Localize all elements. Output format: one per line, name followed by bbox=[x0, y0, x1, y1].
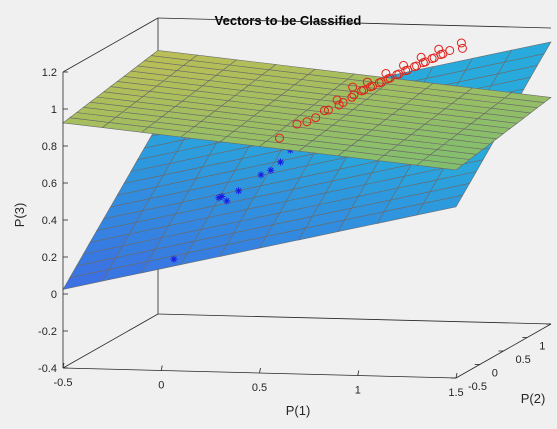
chart-title: Vectors to be Classified bbox=[215, 13, 362, 28]
z-tick-label: 0.4 bbox=[42, 215, 57, 227]
z-tick-label: 1 bbox=[51, 104, 57, 116]
data-point-star bbox=[235, 187, 242, 194]
y-axis-label: P(2) bbox=[521, 391, 546, 406]
z-tick-label: 0.2 bbox=[42, 252, 57, 264]
z-tick-label: 1.2 bbox=[42, 67, 57, 79]
z-tick-label: 0.8 bbox=[42, 141, 57, 153]
z-tick-label: -0.2 bbox=[38, 326, 57, 338]
x-tick-label: 0 bbox=[158, 380, 164, 392]
y-axis-ticks: -0.500.511.5 bbox=[451, 324, 557, 393]
data-point-circle bbox=[435, 45, 443, 53]
data-point-star bbox=[223, 197, 230, 204]
data-point-star bbox=[267, 167, 274, 174]
x-tick-mark bbox=[358, 371, 359, 376]
x-tick-mark bbox=[161, 366, 162, 371]
box-edge-back bbox=[158, 314, 551, 324]
x-tick-label: -0.5 bbox=[54, 377, 73, 389]
x-axis-label: P(1) bbox=[286, 403, 311, 418]
x-tick-label: 0.5 bbox=[252, 382, 267, 394]
z-tick-label: 0 bbox=[51, 289, 57, 301]
y-tick-label: 1 bbox=[539, 341, 545, 353]
z-axis-label: P(3) bbox=[12, 203, 27, 228]
y-tick-label: 0 bbox=[492, 368, 498, 380]
y-tick-label: -0.5 bbox=[468, 381, 487, 393]
z-tick-label: -0.4 bbox=[38, 363, 57, 375]
x-tick-label: 1 bbox=[355, 385, 361, 397]
x-axis-ticks: -0.5 0 0.5 1 1.5 bbox=[54, 363, 464, 399]
data-point-circle bbox=[417, 53, 425, 61]
z-tick-label: 0.6 bbox=[42, 178, 57, 190]
data-point-circle bbox=[457, 39, 465, 47]
z-axis-ticks: -0.4 -0.2 0 0.2 0.4 0.6 0.8 1 1.2 bbox=[38, 67, 68, 375]
data-point-circle bbox=[446, 46, 454, 54]
x-tick-mark bbox=[260, 368, 261, 373]
box-edge-back bbox=[63, 314, 158, 368]
data-point-circle bbox=[458, 44, 466, 52]
data-point-circle bbox=[400, 61, 408, 69]
y-tick-label: 0.5 bbox=[516, 354, 531, 366]
x-tick-label: 1.5 bbox=[448, 387, 463, 399]
